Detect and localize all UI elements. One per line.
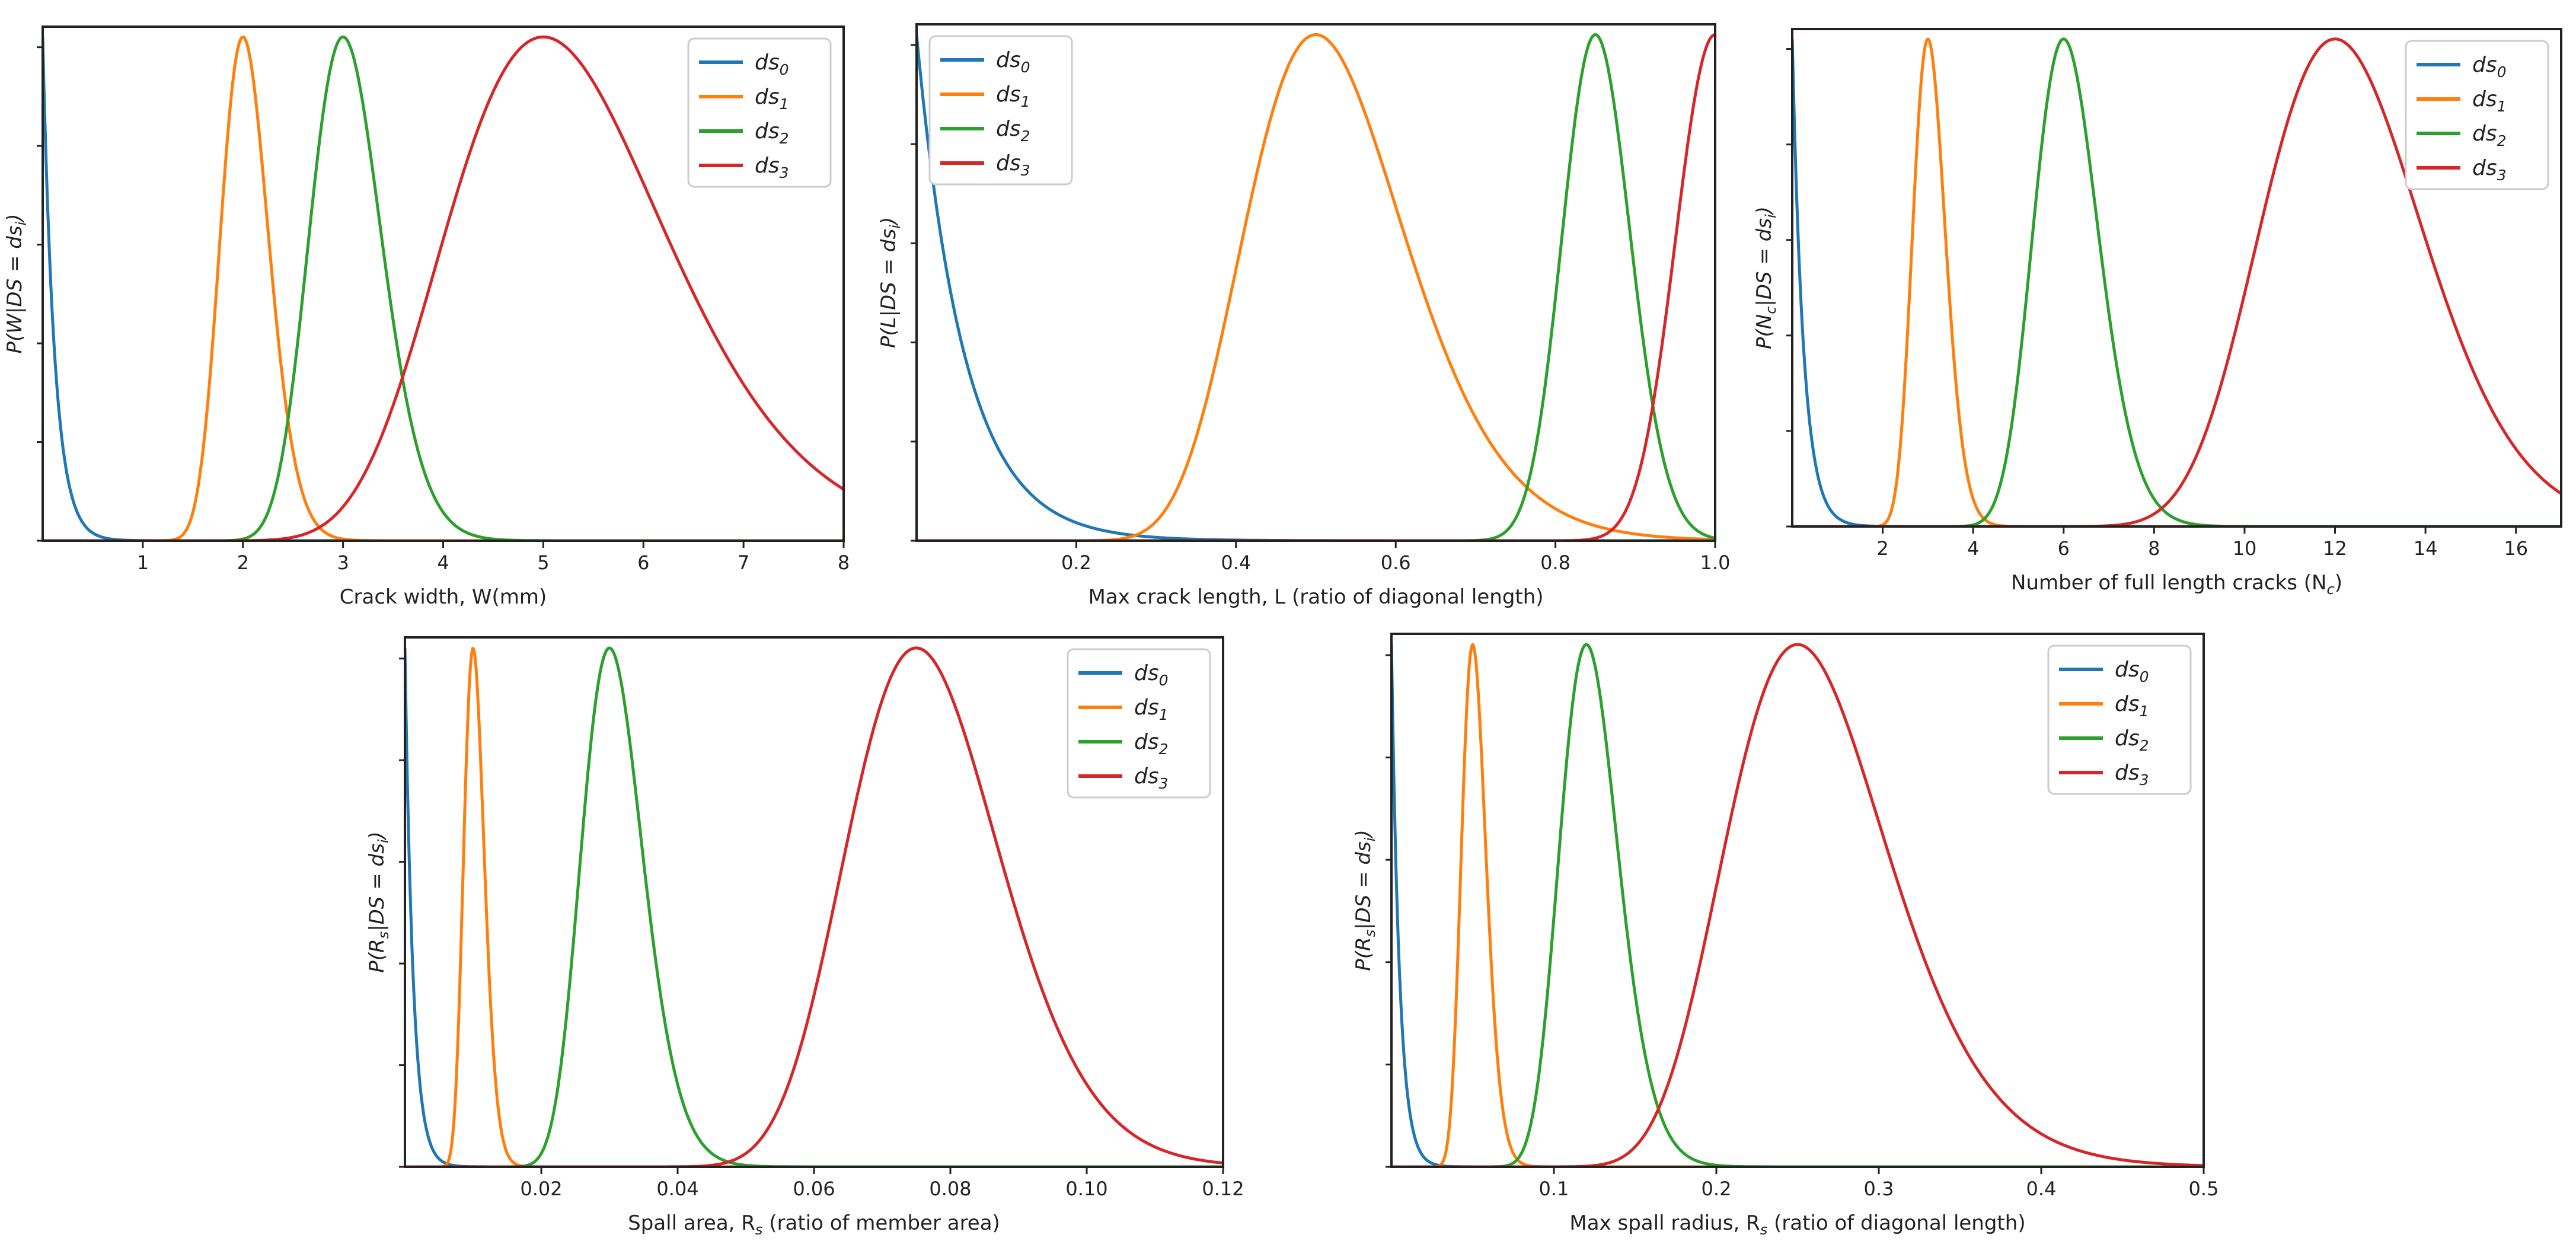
legend-box <box>2405 40 2549 190</box>
panel-number-of-cracks: 2 4 6 8 10 12 14 16 Number of full length cracks… <box>1753 28 2562 598</box>
legend-label-ds1: ds1 <box>2115 692 2149 720</box>
x-tick-label: 0.02 <box>520 1178 562 1200</box>
legend-label-ds3: ds3 <box>2472 156 2507 184</box>
x-tick-label: 0.12 <box>1202 1178 1244 1200</box>
legend-box <box>2047 644 2192 795</box>
legend: ds0 ds1 ds2 ds3 <box>1067 648 1211 799</box>
x-tick-label: 10 <box>2233 537 2257 560</box>
x-tick-label: 0.06 <box>793 1178 835 1200</box>
series-line-ds3 <box>1792 37 2561 527</box>
series-line-ds2 <box>1792 37 2561 527</box>
legend-label-ds0: ds0 <box>2472 53 2507 81</box>
legend-label-ds2: ds2 <box>996 117 1030 145</box>
x-tick-label: 0.4 <box>2026 1178 2057 1200</box>
x-tick-label: 4 <box>1967 537 1979 560</box>
legend-label-ds1: ds1 <box>996 82 1030 110</box>
legend-box <box>1067 648 1211 799</box>
legend-label-ds0: ds0 <box>996 48 1030 76</box>
legend-label-ds1: ds1 <box>755 85 789 113</box>
series-line-ds1 <box>43 35 844 541</box>
legend-box <box>687 37 832 188</box>
x-tick-label: 0.5 <box>2189 1178 2219 1200</box>
panel-max-spall-radius: 0.1 0.2 0.3 0.4 0.5 Max spall radius, Rs (rat… <box>1352 633 2219 1238</box>
x-axis-label: Spall area, Rs (ratio of member area) <box>628 1211 1000 1238</box>
x-tick-label: 0.6 <box>1381 551 1411 574</box>
legend: ds0 ds1 ds2 ds3 <box>2047 644 2192 795</box>
legend-label-ds2: ds2 <box>755 119 789 147</box>
legend-label-ds3: ds3 <box>2115 761 2149 789</box>
legend-label-ds2: ds2 <box>2115 726 2149 754</box>
y-axis-label: P(Rs|DS = dsi) <box>365 831 392 972</box>
y-axis-label: P(L|DS = dsi) <box>877 217 904 348</box>
y-axis-label: P(Rs|DS = dsi) <box>1352 829 1378 971</box>
x-tick-label: 2 <box>237 551 249 574</box>
x-tick-label: 6 <box>2058 537 2070 560</box>
x-tick-label: 1.0 <box>1700 551 1731 574</box>
legend-label-ds2: ds2 <box>2472 122 2507 149</box>
curves <box>43 35 844 541</box>
x-tick-label: 3 <box>337 551 349 574</box>
legend-label-ds1: ds1 <box>1134 695 1169 723</box>
series-line-ds1 <box>1792 37 2561 527</box>
curves <box>1391 643 2204 1167</box>
x-tick-label: 4 <box>437 551 449 574</box>
legend-label-ds1: ds1 <box>2472 87 2507 115</box>
x-tick-label: 0.10 <box>1065 1178 1107 1200</box>
x-tick-label: 0.3 <box>1864 1178 1894 1200</box>
legend-label-ds3: ds3 <box>996 151 1030 179</box>
x-tick-label: 0.8 <box>1540 551 1571 574</box>
y-axis-label: P(Nc|DS = dsi) <box>1753 206 1779 349</box>
x-axis-label: Number of full length cracks (Nc) <box>2011 571 2342 598</box>
curves <box>405 646 1223 1167</box>
series-line-ds2 <box>917 33 1715 541</box>
panel-crack-width: 1 2 3 4 5 6 7 8 Crack width, W(mm) P(W|DS = dsi) d… <box>3 25 850 609</box>
x-tick-label: 8 <box>2148 537 2160 560</box>
panel-max-crack-length: 0.2 0.4 0.6 0.8 1.0 Max crack length, L (rati… <box>877 23 1731 609</box>
x-tick-label: 0.2 <box>1061 551 1091 574</box>
legend-label-ds0: ds0 <box>755 50 789 78</box>
legend-label-ds3: ds3 <box>1134 764 1169 792</box>
axes-frame <box>915 23 1716 542</box>
x-tick-label: 0.04 <box>656 1178 698 1200</box>
x-tick-label: 14 <box>2414 537 2438 560</box>
curves <box>1792 37 2561 527</box>
series-line-ds3 <box>43 35 844 541</box>
x-tick-label: 12 <box>2323 537 2347 560</box>
series-line-ds3 <box>405 646 1223 1167</box>
x-tick-label: 0.2 <box>1702 1178 1732 1200</box>
x-tick-label: 16 <box>2504 537 2528 560</box>
series-line-ds1 <box>1391 643 2204 1167</box>
legend: ds0 ds1 ds2 ds3 <box>2405 40 2549 190</box>
series-line-ds1 <box>917 33 1715 541</box>
series-line-ds3 <box>1391 643 2204 1167</box>
legend-box <box>928 35 1073 186</box>
x-tick-label: 0.4 <box>1221 551 1251 574</box>
series-line-ds2 <box>43 35 844 541</box>
x-axis-label: Crack width, W(mm) <box>340 585 547 609</box>
series-line-ds2 <box>1391 643 2204 1167</box>
legend: ds0 ds1 ds2 ds3 <box>928 35 1073 186</box>
y-axis-label: P(W|DS = dsi) <box>3 214 30 354</box>
x-axis-label: Max crack length, L (ratio of diagonal l… <box>1088 585 1543 609</box>
axes-frame <box>1390 633 2205 1168</box>
x-tick-label: 0.1 <box>1539 1178 1569 1200</box>
x-tick-label: 7 <box>738 551 749 574</box>
x-tick-label: 1 <box>137 551 149 574</box>
x-tick-label: 0.08 <box>929 1178 971 1200</box>
legend-label-ds3: ds3 <box>755 154 789 181</box>
legend: ds0 ds1 ds2 ds3 <box>687 37 832 188</box>
legend-label-ds0: ds0 <box>1134 661 1169 689</box>
x-tick-label: 5 <box>537 551 549 574</box>
legend-label-ds0: ds0 <box>2115 658 2149 685</box>
panel-spall-area: 0.02 0.04 0.06 0.08 0.10 0.12 Spall area, Rs (… <box>365 636 1244 1238</box>
x-axis-label: Max spall radius, Rs (ratio of diagonal … <box>1569 1211 2025 1238</box>
x-tick-label: 6 <box>637 551 649 574</box>
x-tick-label: 8 <box>838 551 850 574</box>
x-tick-label: 2 <box>1876 537 1888 560</box>
series-line-ds2 <box>405 646 1223 1167</box>
axes-frame <box>1791 28 2562 528</box>
legend-label-ds2: ds2 <box>1134 730 1169 758</box>
